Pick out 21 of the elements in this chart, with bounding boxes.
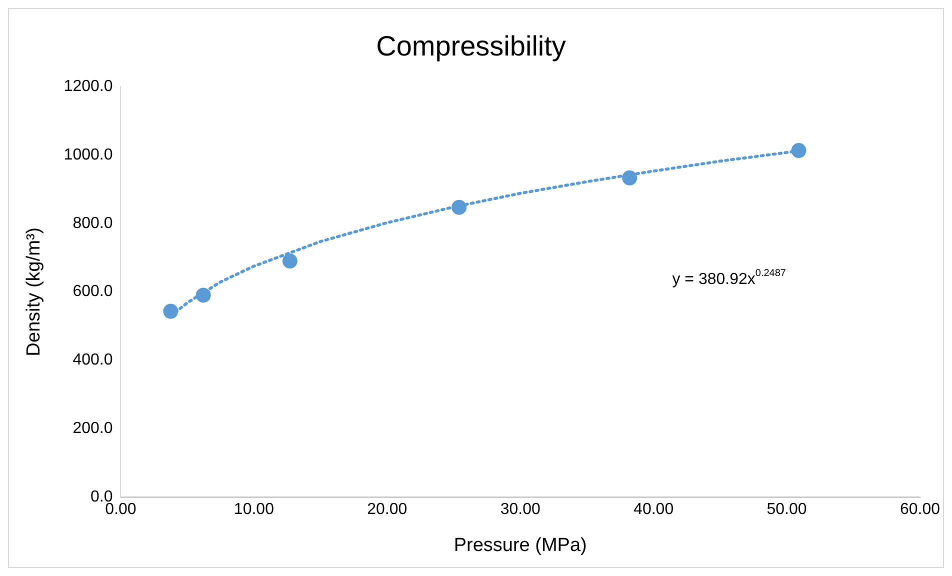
y-tick-label: 1200.0 xyxy=(64,78,113,96)
point xyxy=(196,288,211,303)
point xyxy=(282,254,298,269)
x-tick-label: 60.00 xyxy=(900,501,940,518)
y-axis-title: Density (kg/m³) xyxy=(24,227,45,356)
point xyxy=(622,170,638,186)
chart-title: Compressibility xyxy=(376,30,566,62)
x-tick-label: 20.00 xyxy=(367,501,408,518)
point xyxy=(452,200,467,215)
x-tick-label: 50.00 xyxy=(766,501,807,518)
x-axis-title: Pressure (MPa) xyxy=(454,534,587,556)
point xyxy=(791,143,806,158)
y-tick-label: 600.0 xyxy=(72,283,113,300)
y-tick-label: 200.0 xyxy=(72,420,113,438)
x-tick-label: 30.00 xyxy=(500,501,540,518)
x-tick-label: 40.00 xyxy=(634,501,674,518)
y-tick-label: 1000.0 xyxy=(64,146,113,164)
y-tick-label: 800.0 xyxy=(72,214,113,232)
y-tick-label: 400.0 xyxy=(72,352,113,369)
x-tick-label: 10.00 xyxy=(234,501,274,518)
point xyxy=(163,304,178,319)
